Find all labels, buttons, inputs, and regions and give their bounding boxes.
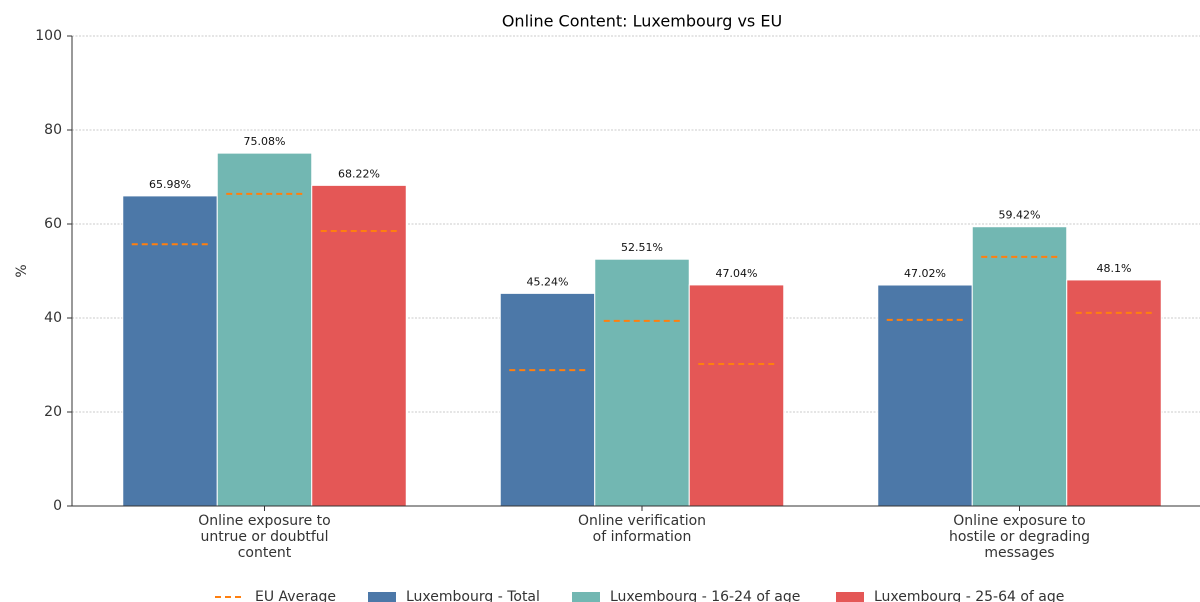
y-tick-label: 80 <box>44 122 62 138</box>
value-label: 59.42% <box>999 209 1041 222</box>
bar <box>216 152 313 507</box>
bar <box>877 284 973 507</box>
bar <box>688 284 785 507</box>
legend-swatch <box>368 592 396 602</box>
bar <box>499 292 596 507</box>
legend-label: Luxembourg - Total <box>406 589 540 602</box>
bar <box>1066 279 1162 507</box>
legend-swatch <box>836 592 864 602</box>
value-label: 68.22% <box>338 167 380 180</box>
y-tick-label: 20 <box>44 404 62 420</box>
value-label: 47.04% <box>716 267 758 280</box>
legend-label: Luxembourg - 25-64 of age <box>874 589 1064 602</box>
legend-label: EU Average <box>255 589 336 602</box>
y-tick-label: 100 <box>35 28 62 44</box>
chart-title: Online Content: Luxembourg vs EU <box>502 12 782 31</box>
value-label: 65.98% <box>149 178 191 191</box>
legend-swatch <box>572 592 600 602</box>
value-label: 52.51% <box>621 241 663 254</box>
value-label: 75.08% <box>244 135 286 148</box>
x-tick-label: Online exposure to untrue or doubtful cont… <box>198 513 330 561</box>
bar <box>311 184 407 507</box>
value-label: 47.02% <box>904 267 946 280</box>
legend-label: Luxembourg - 16-24 of age <box>610 589 800 602</box>
x-tick-label: Online exposure to hostile or degrading me… <box>949 513 1090 561</box>
bar <box>594 258 690 507</box>
y-axis-label: % <box>14 264 30 277</box>
y-tick-label: 60 <box>44 216 62 232</box>
y-tick-label: 40 <box>44 310 62 326</box>
x-tick-label: Online verification of information <box>578 513 706 545</box>
bar <box>971 226 1068 507</box>
value-label: 45.24% <box>527 275 569 288</box>
value-label: 48.1% <box>1097 262 1132 275</box>
bar <box>122 195 218 507</box>
y-tick-label: 0 <box>53 498 62 514</box>
